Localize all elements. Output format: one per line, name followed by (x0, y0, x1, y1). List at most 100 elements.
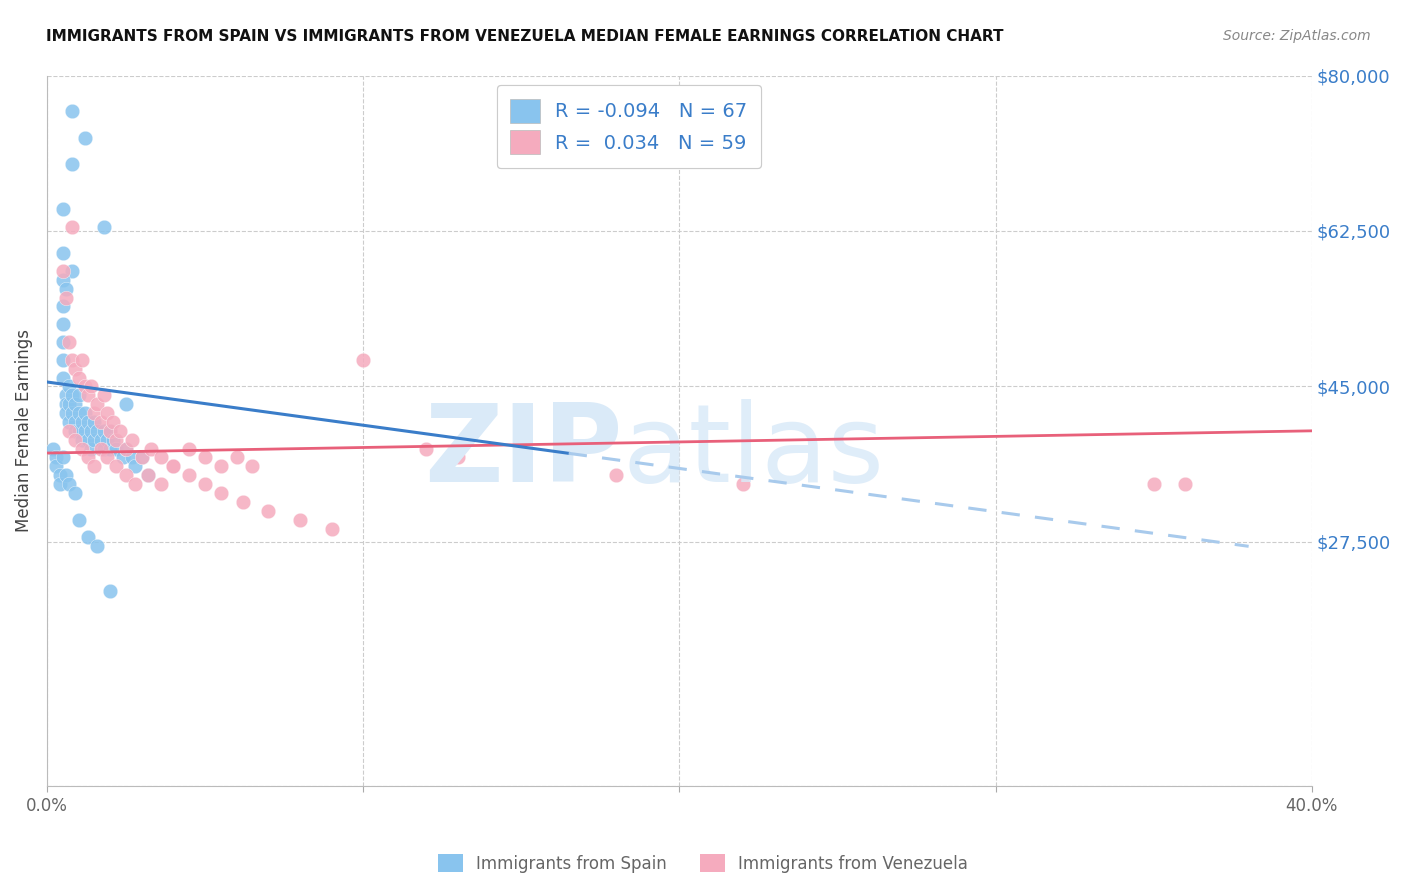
Point (105, 433, 128, 447)
Point (510, 459, 533, 474)
Text: Source: ZipAtlas.com: Source: ZipAtlas.com (1223, 29, 1371, 43)
Point (83, 433, 105, 447)
Point (86, 397, 108, 411)
Point (257, 504, 280, 518)
Point (52, 273, 75, 287)
Point (65, 433, 87, 447)
Point (162, 459, 184, 474)
Point (149, 450, 172, 465)
Point (83, 415, 105, 429)
Point (93, 442, 115, 456)
Point (194, 477, 217, 491)
Point (70, 433, 93, 447)
Point (52, 334, 75, 349)
Point (98, 442, 121, 456)
Point (136, 468, 159, 483)
Point (55, 282, 77, 296)
Point (77, 433, 100, 447)
Point (52, 300, 75, 314)
Point (65, 424, 87, 438)
Point (90, 442, 112, 456)
Point (105, 442, 128, 456)
Point (194, 450, 217, 465)
Point (86, 424, 108, 438)
Point (55, 468, 77, 483)
Point (141, 442, 163, 456)
Point (1174, 477, 1197, 491)
Y-axis label: Median Female Earnings: Median Female Earnings (15, 329, 32, 533)
Point (70, 352, 93, 367)
Point (131, 450, 153, 465)
Point (60, 103, 83, 118)
Legend: Immigrants from Spain, Immigrants from Venezuela: Immigrants from Spain, Immigrants from V… (432, 847, 974, 880)
Point (605, 468, 627, 483)
Point (58, 424, 80, 438)
Point (90, 415, 112, 429)
Point (60, 264, 83, 278)
Point (52, 317, 75, 331)
Point (52, 352, 75, 367)
Point (52, 246, 75, 260)
Point (86, 539, 108, 553)
Point (209, 459, 232, 474)
Point (45, 450, 67, 465)
Point (96, 433, 118, 447)
Point (93, 388, 115, 402)
Point (1143, 477, 1166, 491)
Point (70, 415, 93, 429)
Point (67, 370, 90, 384)
Point (105, 459, 128, 474)
Point (58, 477, 80, 491)
Point (65, 486, 87, 500)
Text: ZIP: ZIP (425, 399, 623, 505)
Point (232, 495, 254, 509)
Point (52, 202, 75, 216)
Point (90, 433, 112, 447)
Point (48, 477, 70, 491)
Point (60, 219, 83, 234)
Point (65, 415, 87, 429)
Point (58, 397, 80, 411)
Point (58, 415, 80, 429)
Point (65, 361, 87, 376)
Point (98, 424, 121, 438)
Point (162, 459, 184, 474)
Point (80, 379, 103, 393)
Point (115, 442, 138, 456)
Point (77, 530, 100, 544)
Point (108, 424, 131, 438)
Point (131, 450, 153, 465)
Point (115, 442, 138, 456)
Point (80, 424, 103, 438)
Point (48, 468, 70, 483)
Point (52, 450, 75, 465)
Point (80, 442, 103, 456)
Point (67, 424, 90, 438)
Point (45, 459, 67, 474)
Point (73, 406, 96, 420)
Point (52, 370, 75, 384)
Point (60, 406, 83, 420)
Point (83, 459, 105, 474)
Point (60, 157, 83, 171)
Point (93, 219, 115, 234)
Point (42, 442, 65, 456)
Point (242, 459, 264, 474)
Point (98, 424, 121, 438)
Point (149, 477, 172, 491)
Point (52, 264, 75, 278)
Point (124, 477, 146, 491)
Point (447, 450, 470, 465)
Text: IMMIGRANTS FROM SPAIN VS IMMIGRANTS FROM VENEZUELA MEDIAN FEMALE EARNINGS CORREL: IMMIGRANTS FROM SPAIN VS IMMIGRANTS FROM… (46, 29, 1004, 44)
Point (98, 583, 121, 598)
Point (321, 522, 343, 536)
Point (60, 352, 83, 367)
Point (111, 450, 134, 465)
Point (83, 406, 105, 420)
Point (115, 397, 138, 411)
Point (179, 468, 201, 483)
Point (67, 513, 90, 527)
Point (58, 334, 80, 349)
Point (115, 468, 138, 483)
Legend: R = -0.094   N = 67, R =  0.034   N = 59: R = -0.094 N = 67, R = 0.034 N = 59 (496, 86, 761, 168)
